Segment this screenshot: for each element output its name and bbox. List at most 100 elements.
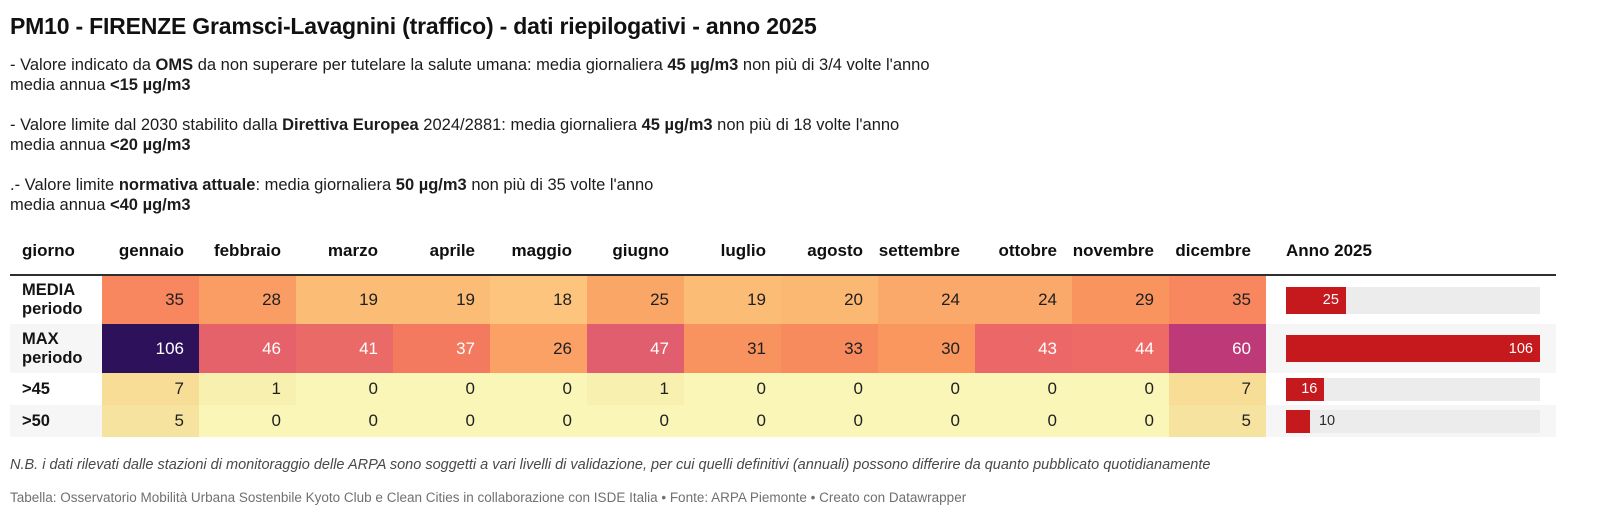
heatmap-cell: 0: [490, 373, 587, 405]
table-row: >45 7 1 0 0 0 1 0 0 0 0 0 7 16: [10, 373, 1556, 405]
row-label-line: periodo: [22, 348, 83, 367]
column-header-dicembre: dicembre: [1169, 241, 1266, 276]
column-header-maggio: maggio: [490, 241, 587, 276]
heatmap-cell: 35: [102, 275, 199, 324]
anno-bar-cell: 10: [1266, 405, 1556, 437]
validation-note: N.B. i dati rilevati dalle stazioni di m…: [10, 457, 1211, 473]
heatmap-cell: 29: [1072, 275, 1169, 324]
heatmap-cell: 0: [878, 405, 975, 437]
pm10-summary-table: giorno gennaio febbraio marzo aprile maggio gi…: [10, 241, 1556, 437]
bar-track: 25: [1286, 286, 1540, 314]
heatmap-cell: 0: [393, 405, 490, 437]
row-label: MAX periodo: [10, 324, 102, 373]
column-header-marzo: marzo: [296, 241, 393, 276]
heatmap-cell: 41: [296, 324, 393, 373]
heatmap-cell: 19: [296, 275, 393, 324]
heatmap-cell: 7: [1169, 373, 1266, 405]
row-label-line: >50: [22, 411, 50, 430]
bar-fill: 25: [1286, 286, 1346, 314]
row-label: MEDIA periodo: [10, 275, 102, 324]
column-header-luglio: luglio: [684, 241, 781, 276]
heatmap-cell: 5: [102, 405, 199, 437]
heatmap-cell: 0: [975, 405, 1072, 437]
heatmap-cell: 19: [393, 275, 490, 324]
heatmap-cell: 5: [1169, 405, 1266, 437]
anno-bar-cell: 25: [1266, 275, 1556, 324]
heatmap-cell: 44: [1072, 324, 1169, 373]
bar-value-label: 106: [1508, 340, 1533, 357]
header-row: giorno gennaio febbraio marzo aprile maggio gi…: [10, 241, 1556, 276]
heatmap-cell: 46: [199, 324, 296, 373]
column-header-aprile: aprile: [393, 241, 490, 276]
bar-fill: 106: [1286, 335, 1540, 362]
heatmap-cell: 18: [490, 275, 587, 324]
row-label-line: MAX: [22, 329, 59, 348]
limit-notes: - Valore indicato da OMS da non superare…: [10, 55, 1556, 215]
heatmap-cell: 0: [781, 405, 878, 437]
row-label-line: periodo: [22, 300, 83, 318]
row-label: >45: [10, 373, 102, 405]
column-header-ottobre: ottobre: [975, 241, 1072, 276]
bar-value-label: 16: [1301, 381, 1318, 397]
heatmap-cell: 60: [1169, 324, 1266, 373]
anno-bar-cell: 16: [1266, 373, 1556, 405]
heatmap-cell: 19: [684, 275, 781, 324]
limit-note-2: .- Valore limite normativa attuale: medi…: [10, 176, 654, 214]
heatmap-cell: 33: [781, 324, 878, 373]
heatmap-cell: 30: [878, 324, 975, 373]
heatmap-cell: 24: [878, 275, 975, 324]
row-label: >50: [10, 405, 102, 437]
heatmap-cell: 24: [975, 275, 1072, 324]
table-body: MEDIA periodo 35 28 19 19 18 25 19 20 24 24 29 35 25 MA…: [10, 275, 1556, 437]
heatmap-cell: 0: [975, 373, 1072, 405]
bar-value-label: 25: [1322, 292, 1339, 308]
heatmap-cell: 28: [199, 275, 296, 324]
heatmap-cell: 25: [587, 275, 684, 324]
table-row: MEDIA periodo 35 28 19 19 18 25 19 20 24 24 29 35 25: [10, 275, 1556, 324]
heatmap-cell: 0: [296, 405, 393, 437]
heatmap-cell: 47: [587, 324, 684, 373]
heatmap-cell: 0: [878, 373, 975, 405]
bar-track: 16: [1286, 377, 1540, 401]
credits-line: Tabella: Osservatorio Mobilità Urbana So…: [10, 490, 967, 505]
column-header-giugno: giugno: [587, 241, 684, 276]
column-header-settembre: settembre: [878, 241, 975, 276]
row-label-line: MEDIA: [22, 281, 76, 299]
heatmap-cell: 0: [199, 405, 296, 437]
heatmap-cell: 0: [781, 373, 878, 405]
heatmap-cell: 0: [1072, 373, 1169, 405]
table-row: >50 5 0 0 0 0 0 0 0 0 0 0 5 10: [10, 405, 1556, 437]
heatmap-cell: 1: [587, 373, 684, 405]
anno-bar-cell: 106: [1266, 324, 1556, 373]
heatmap-cell: 37: [393, 324, 490, 373]
heatmap-cell: 0: [393, 373, 490, 405]
heatmap-cell: 26: [490, 324, 587, 373]
limit-note-0: - Valore indicato da OMS da non superare…: [10, 56, 930, 94]
heatmap-cell: 106: [102, 324, 199, 373]
bar-fill: [1286, 409, 1310, 433]
table-header: giorno gennaio febbraio marzo aprile maggio gi…: [10, 241, 1556, 276]
heatmap-cell: 31: [684, 324, 781, 373]
heatmap-cell: 1: [199, 373, 296, 405]
column-header-gennaio: gennaio: [102, 241, 199, 276]
bar-track: 106: [1286, 335, 1540, 362]
heatmap-cell: 7: [102, 373, 199, 405]
bar-value-label: 10: [1318, 413, 1336, 429]
heatmap-cell: 20: [781, 275, 878, 324]
heatmap-cell: 35: [1169, 275, 1266, 324]
heatmap-cell: 0: [684, 405, 781, 437]
limit-note-1: - Valore limite dal 2030 stabilito dalla…: [10, 116, 900, 154]
column-header-anno-2025: Anno 2025: [1266, 241, 1556, 276]
heatmap-cell: 0: [296, 373, 393, 405]
heatmap-cell: 0: [587, 405, 684, 437]
heatmap-cell: 0: [1072, 405, 1169, 437]
column-header-agosto: agosto: [781, 241, 878, 276]
page-title: PM10 - FIRENZE Gramsci-Lavagnini (traffi…: [10, 13, 817, 39]
column-header-novembre: novembre: [1072, 241, 1169, 276]
column-header-giorno: giorno: [10, 241, 102, 276]
heatmap-cell: 0: [490, 405, 587, 437]
heatmap-cell: 0: [684, 373, 781, 405]
table-row: MAX periodo 106 46 41 37 26 47 31 33 30 43 44 60 106: [10, 324, 1556, 373]
row-label-line: >45: [22, 379, 50, 398]
